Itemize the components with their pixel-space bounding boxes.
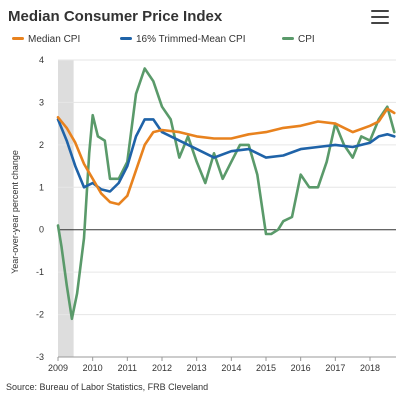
series-line-cpi [56, 67, 396, 321]
x-tick-label: 2015 [256, 363, 276, 373]
y-tick-label: 0 [39, 225, 44, 235]
y-tick-label: 2 [39, 140, 44, 150]
x-tick-label: 2011 [118, 363, 137, 373]
legend-item-median[interactable]: Median CPI [12, 34, 80, 45]
x-tick-label: 2017 [325, 363, 345, 373]
hamburger-icon[interactable] [371, 10, 389, 24]
y-tick-label: -1 [36, 267, 44, 277]
x-tick-label: 2013 [187, 363, 207, 373]
x-tick-label: 2009 [48, 363, 68, 373]
y-tick-label: 4 [39, 55, 44, 65]
legend-item-trimmed[interactable]: 16% Trimmed-Mean CPI [120, 34, 245, 45]
y-tick-label: 1 [39, 182, 44, 192]
x-tick-label: 2018 [360, 363, 380, 373]
x-tick-label: 2014 [221, 363, 241, 373]
legend-swatch-cpi [282, 36, 294, 40]
y-tick-label: 3 [39, 97, 44, 107]
series-line-median-cpi [56, 107, 396, 206]
legend-swatch-median [12, 36, 24, 40]
legend-swatch-trimmed [120, 36, 132, 40]
legend-label-cpi: CPI [298, 34, 315, 45]
y-axis-label: Year-over-year percent change [10, 150, 20, 274]
source-note: Source: Bureau of Labor Statistics, FRB … [6, 382, 209, 392]
x-tick-label: 2016 [291, 363, 311, 373]
series-line-trimmed-mean-cpi [56, 118, 396, 193]
x-tick-label: 2012 [152, 363, 172, 373]
y-tick-label: -3 [36, 352, 44, 362]
legend-label-trimmed: 16% Trimmed-Mean CPI [136, 34, 246, 45]
legend-label-median: Median CPI [28, 34, 81, 45]
y-tick-label: -2 [36, 310, 44, 320]
x-tick-label: 2010 [83, 363, 103, 373]
page-title: Median Consumer Price Index [8, 8, 223, 25]
legend-item-cpi[interactable]: CPI [282, 34, 315, 45]
